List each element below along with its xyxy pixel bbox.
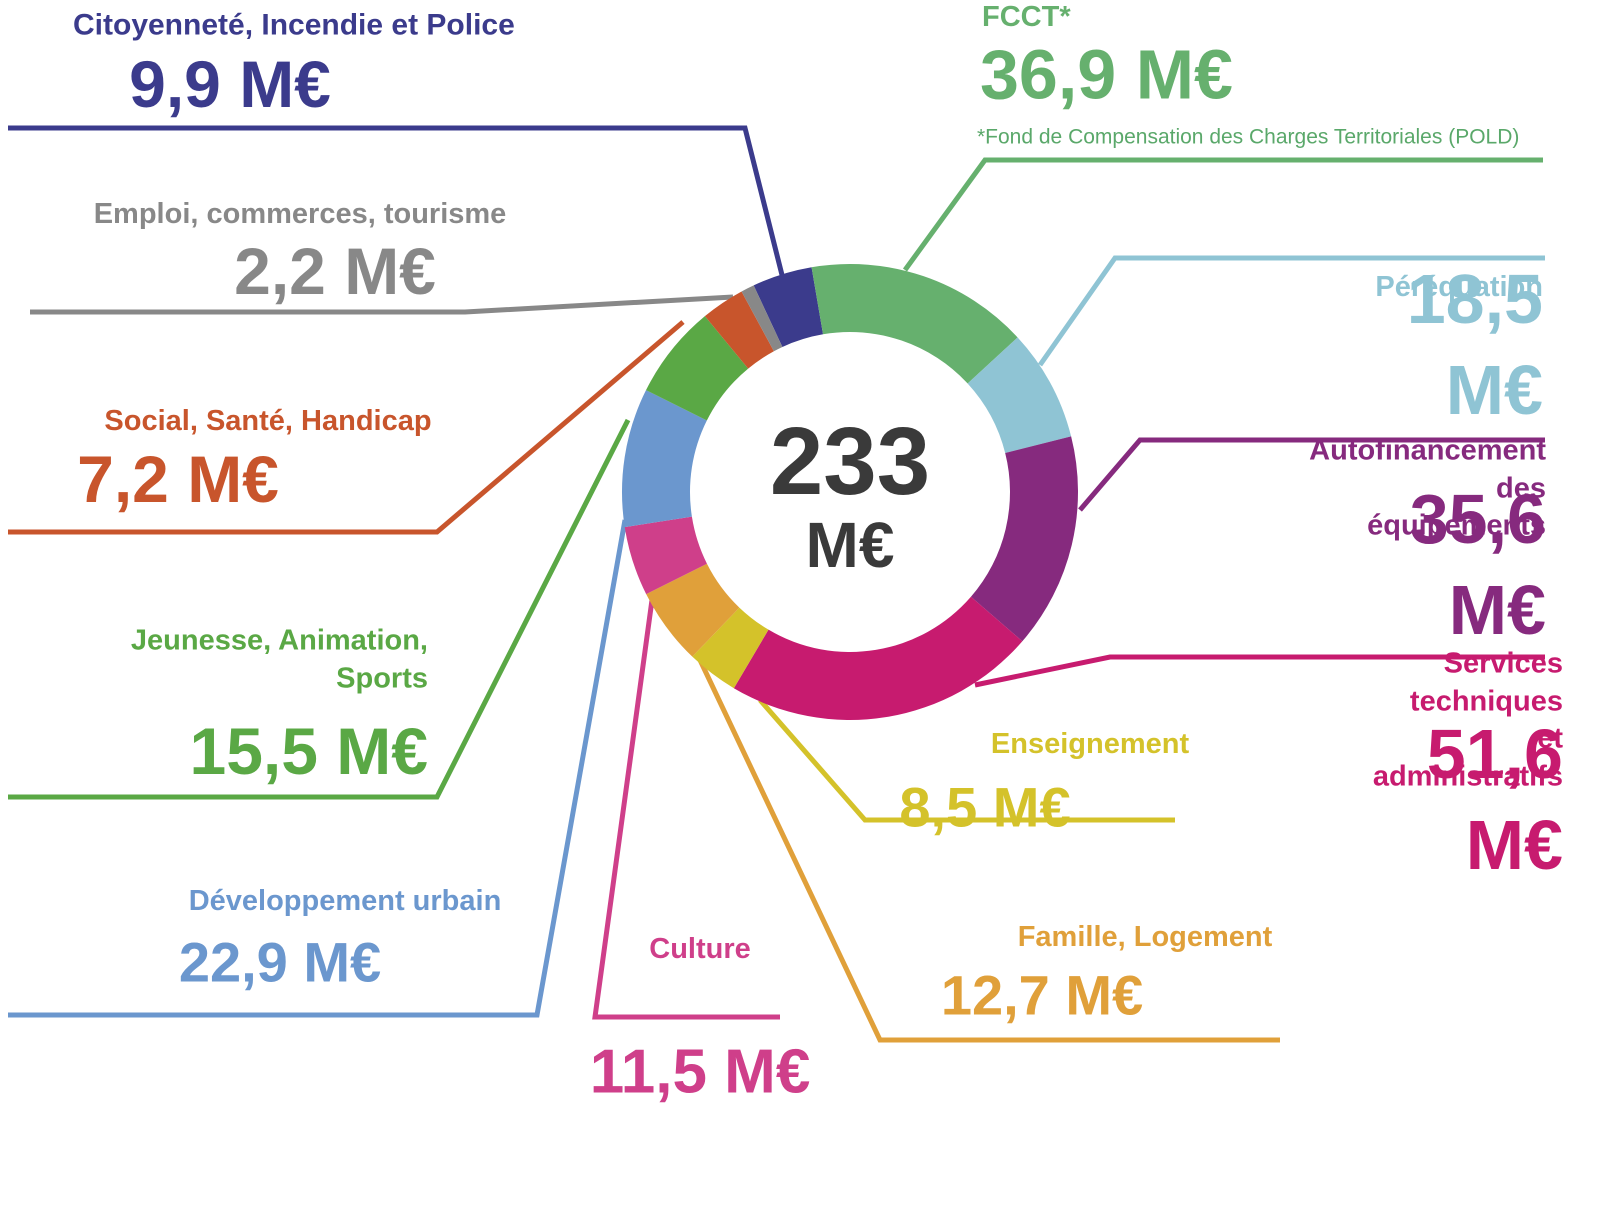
category-label: Enseignement: [990, 728, 1190, 761]
donut-segment: [622, 390, 707, 528]
center-unit: M€: [805, 509, 895, 581]
leader-line: [592, 599, 780, 1020]
donut-segment: [624, 516, 707, 595]
category-label: Social, Santé, Handicap: [104, 405, 432, 438]
leader-line: [902, 157, 1543, 272]
leader-line: [974, 654, 1545, 688]
leader-line: [697, 658, 1280, 1043]
donut-segment: [741, 285, 783, 352]
value-label: 11,5 M€: [589, 1037, 811, 1107]
donut-segment: [704, 291, 774, 369]
leader-line: [8, 125, 785, 276]
value-label: 18,5 M€: [1406, 260, 1543, 429]
leader-line: [30, 294, 734, 315]
value-label: 8,5 M€: [899, 775, 1071, 839]
value-label: 15,5 M€: [189, 714, 428, 789]
donut-segment: [692, 607, 769, 689]
value-label: 2,2 M€: [234, 234, 436, 309]
category-label: Culture: [649, 933, 751, 966]
leader-line: [758, 698, 1175, 823]
category-label: Famille, Logement: [1017, 921, 1273, 954]
value-label: 22,9 M€: [178, 930, 382, 994]
category-label: Autofinancement des équipements: [1309, 434, 1546, 542]
category-label: Développement urbain: [188, 885, 502, 918]
category-label: Services techniques et administratifs: [1372, 647, 1564, 793]
donut-segment: [967, 337, 1072, 454]
donut-segment: [733, 596, 1023, 720]
category-label: FCCT*: [982, 1, 1071, 34]
value-label: 35,6 M€: [1409, 480, 1546, 649]
donut-segment: [646, 563, 740, 657]
footnote: *Fond de Compensation des Charges Territ…: [977, 125, 1520, 149]
leader-line: [8, 320, 685, 535]
leader-line: [8, 519, 628, 1018]
leader-line: [8, 418, 631, 800]
category-label: Emploi, commerces, tourisme: [93, 198, 507, 231]
value-label: 7,2 M€: [77, 442, 279, 517]
donut-segment: [753, 267, 824, 347]
value-label: 51,6 M€: [1426, 715, 1563, 884]
category-label: Jeunesse, Animation, Sports: [130, 624, 428, 694]
donut-segment: [970, 436, 1079, 642]
category-label: Péréquation: [1375, 271, 1543, 304]
leader-line: [1078, 437, 1545, 512]
center-total: 233: [769, 408, 931, 515]
value-label: 36,9 M€: [980, 35, 1233, 114]
value-label: 12,7 M€: [940, 963, 1144, 1027]
donut-segment: [811, 264, 1018, 384]
category-label: Citoyenneté, Incendie et Police: [73, 8, 515, 42]
value-label: 9,9 M€: [129, 47, 331, 122]
leader-line: [1037, 255, 1545, 367]
donut-segment: [646, 316, 749, 421]
